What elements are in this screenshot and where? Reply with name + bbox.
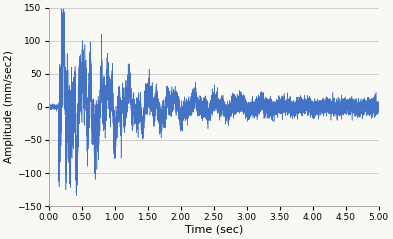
Y-axis label: Amplitude (mm/sec2): Amplitude (mm/sec2) [4, 50, 14, 163]
X-axis label: Time (sec): Time (sec) [185, 225, 243, 235]
